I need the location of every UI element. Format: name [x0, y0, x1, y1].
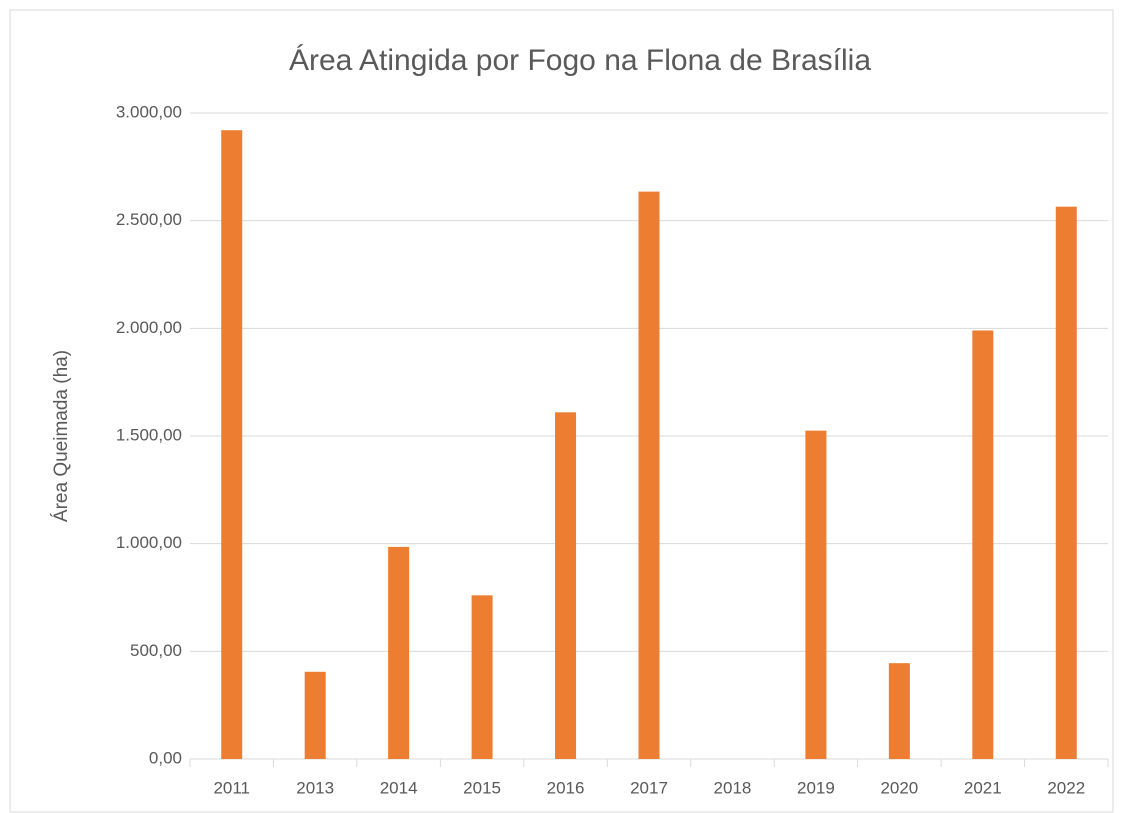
bar	[304, 671, 326, 759]
y-tick-label: 1.500,00	[116, 425, 182, 444]
y-axis-label: Área Queimada (ha)	[51, 350, 72, 522]
x-tick-label: 2015	[463, 778, 501, 797]
bar	[888, 663, 910, 759]
x-tick-label: 2022	[1047, 778, 1085, 797]
bar	[388, 546, 410, 759]
y-tick-label: 500,00	[130, 641, 182, 660]
bar	[638, 191, 660, 759]
y-tick-label: 2.000,00	[116, 318, 182, 337]
bar	[471, 595, 493, 759]
x-tick-label: 2021	[964, 778, 1002, 797]
x-tick-label: 2018	[714, 778, 752, 797]
x-tick-label: 2011	[213, 778, 250, 797]
x-tick-label: 2019	[797, 778, 835, 797]
x-tick-label: 2014	[380, 778, 418, 797]
bar	[805, 430, 827, 759]
y-tick-label: 2.500,00	[116, 210, 182, 229]
bar	[972, 330, 994, 759]
bar	[555, 412, 577, 759]
y-tick-label: 0,00	[149, 748, 182, 767]
x-tick-label: 2017	[630, 778, 668, 797]
bar	[1055, 206, 1077, 760]
x-tick-label: 2013	[296, 778, 334, 797]
y-tick-label: 1.000,00	[116, 533, 182, 552]
x-tick-label: 2016	[547, 778, 585, 797]
y-tick-label: 3.000,00	[116, 102, 182, 121]
x-tick-label: 2020	[880, 778, 918, 797]
bar	[221, 130, 243, 759]
chart-title: Área Atingida por Fogo na Flona de Brasí…	[289, 44, 871, 77]
